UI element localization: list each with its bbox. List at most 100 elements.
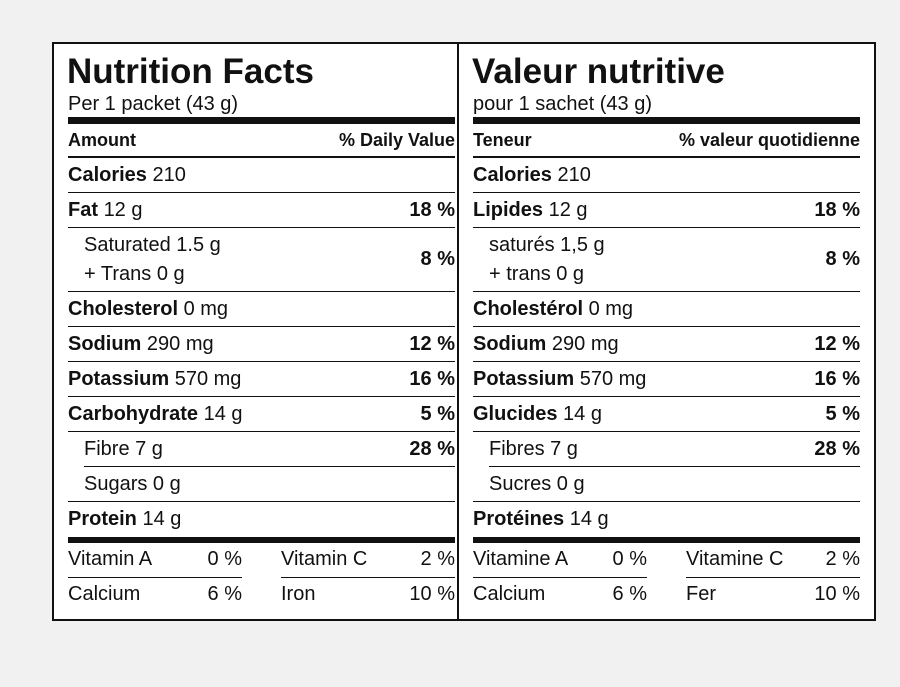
nutrient-name: Protein	[68, 508, 137, 530]
vitamin-item: Vitamine C 2 %	[686, 543, 860, 578]
amount-header: Teneur	[473, 130, 532, 150]
nutrient-amount: 12 g	[103, 198, 143, 221]
nutrient-row: Carbohydrate 14 g 5 %	[68, 397, 455, 432]
nutrient: Protein 14 g	[68, 508, 181, 531]
nutrient-row: Protéines 14 g	[473, 502, 860, 537]
nutrient-name: Calories	[68, 163, 147, 186]
sub-nutrient: Fibres 7 g	[489, 435, 578, 464]
nutrient-row: Calories 210	[473, 158, 860, 193]
nutrient-name: Calories	[473, 163, 552, 186]
nutrient-name: Sodium	[473, 332, 547, 355]
serving-size: pour 1 sachet (43 g)	[473, 93, 652, 115]
thick-rule	[473, 117, 860, 124]
nutrient-row: Fat 12 g 18 %	[68, 193, 455, 228]
vitamin-value: 10 %	[409, 583, 455, 605]
sub-nutrient-row: Fibre 7 g 28 %	[84, 432, 455, 467]
nutrient-amount: 210	[152, 163, 186, 186]
daily-value: 28 %	[409, 437, 455, 460]
vitamin-item: Vitamin A 0 %	[68, 543, 242, 578]
vitamin-row: Vitamine A 0 % Vitamine C 2 %	[473, 543, 860, 578]
sub-nutrient: Sugars 0 g	[84, 470, 181, 499]
nutrient-amount: 14 g	[203, 402, 243, 425]
nutrient-amount: 14 g	[142, 508, 182, 530]
sub-nutrient-row: saturés 1,5 g + trans 0 g 8 %	[473, 228, 860, 292]
daily-value: 8 %	[420, 248, 455, 270]
vitamin-name: Calcium	[473, 583, 546, 605]
daily-value-header: % Daily Value	[338, 130, 455, 150]
vitamin-name: Vitamine A	[473, 548, 569, 570]
vitamin-value: 6 %	[612, 583, 647, 605]
nutrient-row: Potassium 570 mg 16 %	[473, 362, 860, 397]
nutrient: Lipides 12 g	[473, 199, 588, 222]
daily-value-header: % valeur quotidienne	[678, 130, 860, 150]
nutrient: Glucides 14 g	[473, 403, 602, 426]
sub-nutrient-name: saturés 1,5 g	[489, 233, 605, 256]
daily-value: 12 %	[409, 332, 455, 355]
nutrient-name: Protéines	[473, 508, 565, 530]
sub-nutrient-row: Sucres 0 g	[473, 467, 860, 502]
sub-nutrient-line2: + Trans 0 g	[84, 262, 185, 285]
daily-value: 5 %	[825, 402, 860, 425]
sub-nutrient-name: Sucres 0 g	[489, 472, 585, 495]
vitamin-name: Fer	[686, 583, 716, 605]
daily-value: 12 %	[814, 332, 860, 355]
nutrient-name: Potassium	[68, 367, 170, 390]
nutrient-amount: 570 mg	[174, 367, 242, 390]
vitamin-row: Vitamin A 0 % Vitamin C 2 %	[68, 543, 455, 578]
nutrient-row: Glucides 14 g 5 %	[473, 397, 860, 432]
nutrient: Sodium 290 mg	[68, 333, 214, 356]
nutrient-name: Cholesterol	[68, 297, 179, 320]
amount-header: Amount	[68, 130, 136, 150]
nutrient-amount: 290 mg	[551, 332, 619, 355]
thick-rule	[68, 117, 455, 124]
daily-value: 16 %	[814, 367, 860, 390]
vitamin-name: Calcium	[68, 583, 141, 605]
nutrient: Potassium 570 mg	[473, 368, 646, 391]
nutrient: Calories 210	[68, 164, 186, 187]
sub-nutrient-name: Saturated 1.5 g	[84, 233, 221, 256]
nutrient-amount: 290 mg	[146, 332, 214, 355]
sub-nutrient: saturés 1,5 g + trans 0 g	[489, 231, 605, 289]
vitamin-item: Vitamin C 2 %	[281, 543, 455, 578]
sub-nutrient: Saturated 1.5 g + Trans 0 g	[84, 231, 221, 289]
nutrient: Protéines 14 g	[473, 508, 609, 531]
nutrient-row: Potassium 570 mg 16 %	[68, 362, 455, 397]
daily-value: 8 %	[825, 248, 860, 270]
nutrition-label: Valeur nutritive pour 1 sachet (43 g) Tene…	[457, 42, 876, 621]
daily-value: 18 %	[814, 198, 860, 221]
nutrient-amount: 14 g	[569, 508, 609, 530]
nutrient-row: Sodium 290 mg 12 %	[473, 327, 860, 362]
sub-nutrient-name: Sugars 0 g	[84, 472, 181, 495]
sub-nutrient-row: Fibres 7 g 28 %	[489, 432, 860, 467]
sub-nutrient-row: Saturated 1.5 g + Trans 0 g 8 %	[68, 228, 455, 292]
vitamin-item: Calcium 6 %	[473, 578, 647, 612]
vitamin-name: Vitamin A	[68, 548, 153, 570]
vitamin-value: 10 %	[814, 583, 860, 605]
nutrient-name: Glucides	[473, 402, 558, 425]
vitamin-row: Calcium 6 % Fer 10 %	[473, 578, 860, 612]
vitamin-name: Vitamin C	[281, 548, 368, 570]
sub-nutrient-row: Sugars 0 g	[68, 467, 455, 502]
sub-nutrient-name: Fibre 7 g	[84, 437, 163, 460]
vitamin-value: 2 %	[825, 548, 860, 570]
nutrient: Cholesterol 0 mg	[68, 298, 228, 321]
nutrient: Cholestérol 0 mg	[473, 298, 633, 321]
daily-value: 28 %	[814, 437, 860, 460]
nutrient-amount: 12 g	[548, 198, 588, 221]
label-title: Valeur nutritive	[472, 52, 725, 91]
vitamin-row: Calcium 6 % Iron 10 %	[68, 578, 455, 612]
sub-nutrient-line2: + trans 0 g	[489, 262, 585, 285]
thick-rule	[473, 537, 860, 543]
daily-value: 16 %	[409, 367, 455, 390]
vitamin-item: Iron 10 %	[281, 578, 455, 612]
nutrient-name: Carbohydrate	[68, 402, 199, 425]
thick-rule	[68, 537, 455, 543]
header-row: Amount % Daily Value	[68, 124, 455, 158]
nutrient: Potassium 570 mg	[68, 368, 241, 391]
nutrient-amount: 0 mg	[588, 297, 634, 320]
nutrient-row: Cholestérol 0 mg	[473, 292, 860, 327]
daily-value: 5 %	[420, 402, 455, 425]
nutrient-amount: 14 g	[563, 402, 602, 425]
vitamin-value: 0 %	[207, 548, 242, 570]
